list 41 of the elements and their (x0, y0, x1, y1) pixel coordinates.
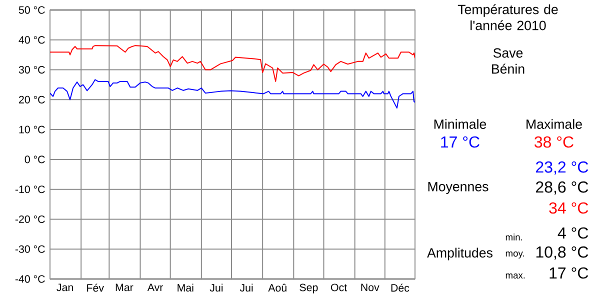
x-tick-label: Sep (300, 284, 318, 294)
y-tick-label: 30 °C (18, 66, 45, 74)
x-tick-label: Oct (331, 284, 348, 292)
x-tick-label: Jui (210, 284, 223, 292)
y-tick-label: -40 °C (15, 275, 45, 283)
y-tick-label: 10 °C (19, 126, 45, 134)
x-tick-label: Nov (361, 284, 380, 292)
text: max. (506, 273, 525, 279)
text: Moyennes (428, 182, 488, 194)
text: 28,6 °C (536, 181, 588, 195)
x-tick-label: Aoû (268, 284, 286, 292)
x-tick-label: Fév (87, 284, 104, 292)
y-tick-label: 0 °C (24, 156, 45, 164)
text: 4 °C (558, 227, 588, 239)
text: 17 °C (441, 136, 480, 148)
text: min. (506, 234, 522, 240)
x-tick-label: Jui (240, 284, 253, 292)
y-tick-label: -30 °C (15, 245, 45, 253)
x-tick-label: Jan (56, 284, 73, 292)
text: 38 °C (534, 136, 574, 148)
x-tick-label: Déc (391, 284, 410, 292)
x-tick-label: Avr (147, 284, 164, 292)
y-tick-label: -10 °C (15, 186, 45, 194)
x-tick-label: Mar (116, 284, 134, 292)
text: 23,2 °C (536, 161, 588, 175)
text: Save Bénin (492, 48, 524, 74)
text: 10,8 °C (536, 246, 588, 260)
y-tick-label: -20 °C (15, 215, 45, 223)
text: 34 °C (549, 202, 588, 214)
text: Amplitudes (427, 248, 492, 260)
text: Maximale (526, 119, 582, 129)
text: moy. (506, 252, 524, 258)
y-tick-label: 20 °C (19, 96, 45, 104)
line-series (50, 79, 415, 109)
text: 17 °C (550, 267, 588, 279)
y-tick-label: 40 °C (18, 36, 45, 44)
line-series (50, 45, 415, 82)
y-tick-label: 50 °C (18, 6, 45, 14)
x-tick-label: Mai (178, 284, 194, 292)
text: Minimale (434, 119, 486, 129)
text: Températures de l'année 2010 (458, 4, 558, 30)
